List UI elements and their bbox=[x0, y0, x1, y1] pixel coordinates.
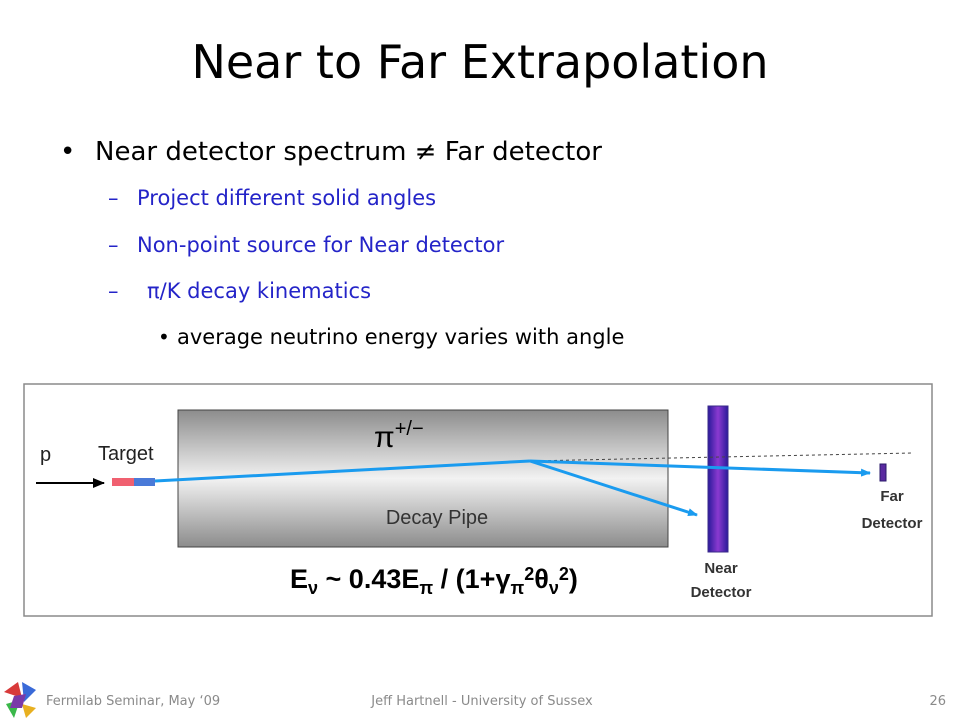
formula-part: ~ 0.43E bbox=[318, 564, 419, 594]
formula-part: γ bbox=[495, 564, 510, 594]
bullet: Near detector spectrum ≠ Far detector bbox=[95, 137, 602, 167]
formula-part: π bbox=[510, 578, 524, 598]
formula-part: ) bbox=[569, 564, 578, 594]
footer-center: Jeff Hartnell - University of Sussex bbox=[370, 694, 593, 709]
footer-left: Fermilab Seminar, May ‘09 bbox=[46, 694, 220, 709]
formula-part: θ bbox=[534, 564, 549, 594]
neutrino-far bbox=[529, 459, 871, 477]
formula-part: 2 bbox=[559, 564, 569, 584]
bullet-dot: • bbox=[158, 325, 170, 349]
dash: – bbox=[108, 186, 119, 210]
dash: – bbox=[108, 279, 119, 303]
formula-part: / (1+ bbox=[433, 564, 495, 594]
page-number: 26 bbox=[929, 694, 946, 709]
formula: Eν ~ 0.43Eπ / (1+γπ2θν2) bbox=[290, 564, 578, 598]
sub-bullet: Project different solid angles bbox=[137, 186, 436, 210]
logo bbox=[4, 682, 36, 718]
target-part bbox=[112, 478, 134, 486]
near-detector-label: Detector bbox=[691, 584, 752, 601]
pion-charge: +/− bbox=[395, 418, 424, 440]
near-detector-label: Near bbox=[704, 560, 738, 577]
far-detector-label: Far bbox=[880, 488, 904, 505]
proton-label: p bbox=[40, 444, 51, 466]
pion-track bbox=[154, 459, 531, 483]
target-part bbox=[134, 478, 155, 486]
sub-bullet: π/K decay kinematics bbox=[147, 279, 371, 303]
decay-pipe-label: Decay Pipe bbox=[386, 507, 488, 529]
pion-symbol: π bbox=[374, 421, 395, 454]
far-detector-label: Detector bbox=[862, 515, 923, 532]
sub-sub-bullet: average neutrino energy varies with angl… bbox=[177, 325, 624, 349]
beam-axis bbox=[529, 452, 913, 462]
neutrino-near bbox=[529, 459, 698, 517]
sub-bullet: Non-point source for Near detector bbox=[137, 233, 504, 257]
formula-part: π bbox=[419, 578, 433, 598]
formula-part: ν bbox=[308, 578, 318, 598]
formula-part: 2 bbox=[524, 564, 534, 584]
pion-label: π+/− bbox=[374, 418, 424, 454]
bullet-dot: • bbox=[60, 137, 75, 167]
formula-part: ν bbox=[549, 578, 559, 598]
near-detector bbox=[707, 405, 729, 553]
dash: – bbox=[108, 233, 119, 257]
formula-part: E bbox=[290, 564, 308, 594]
target-label: Target bbox=[98, 443, 154, 465]
far-detector bbox=[879, 463, 887, 482]
slide-title: Near to Far Extrapolation bbox=[191, 35, 768, 89]
